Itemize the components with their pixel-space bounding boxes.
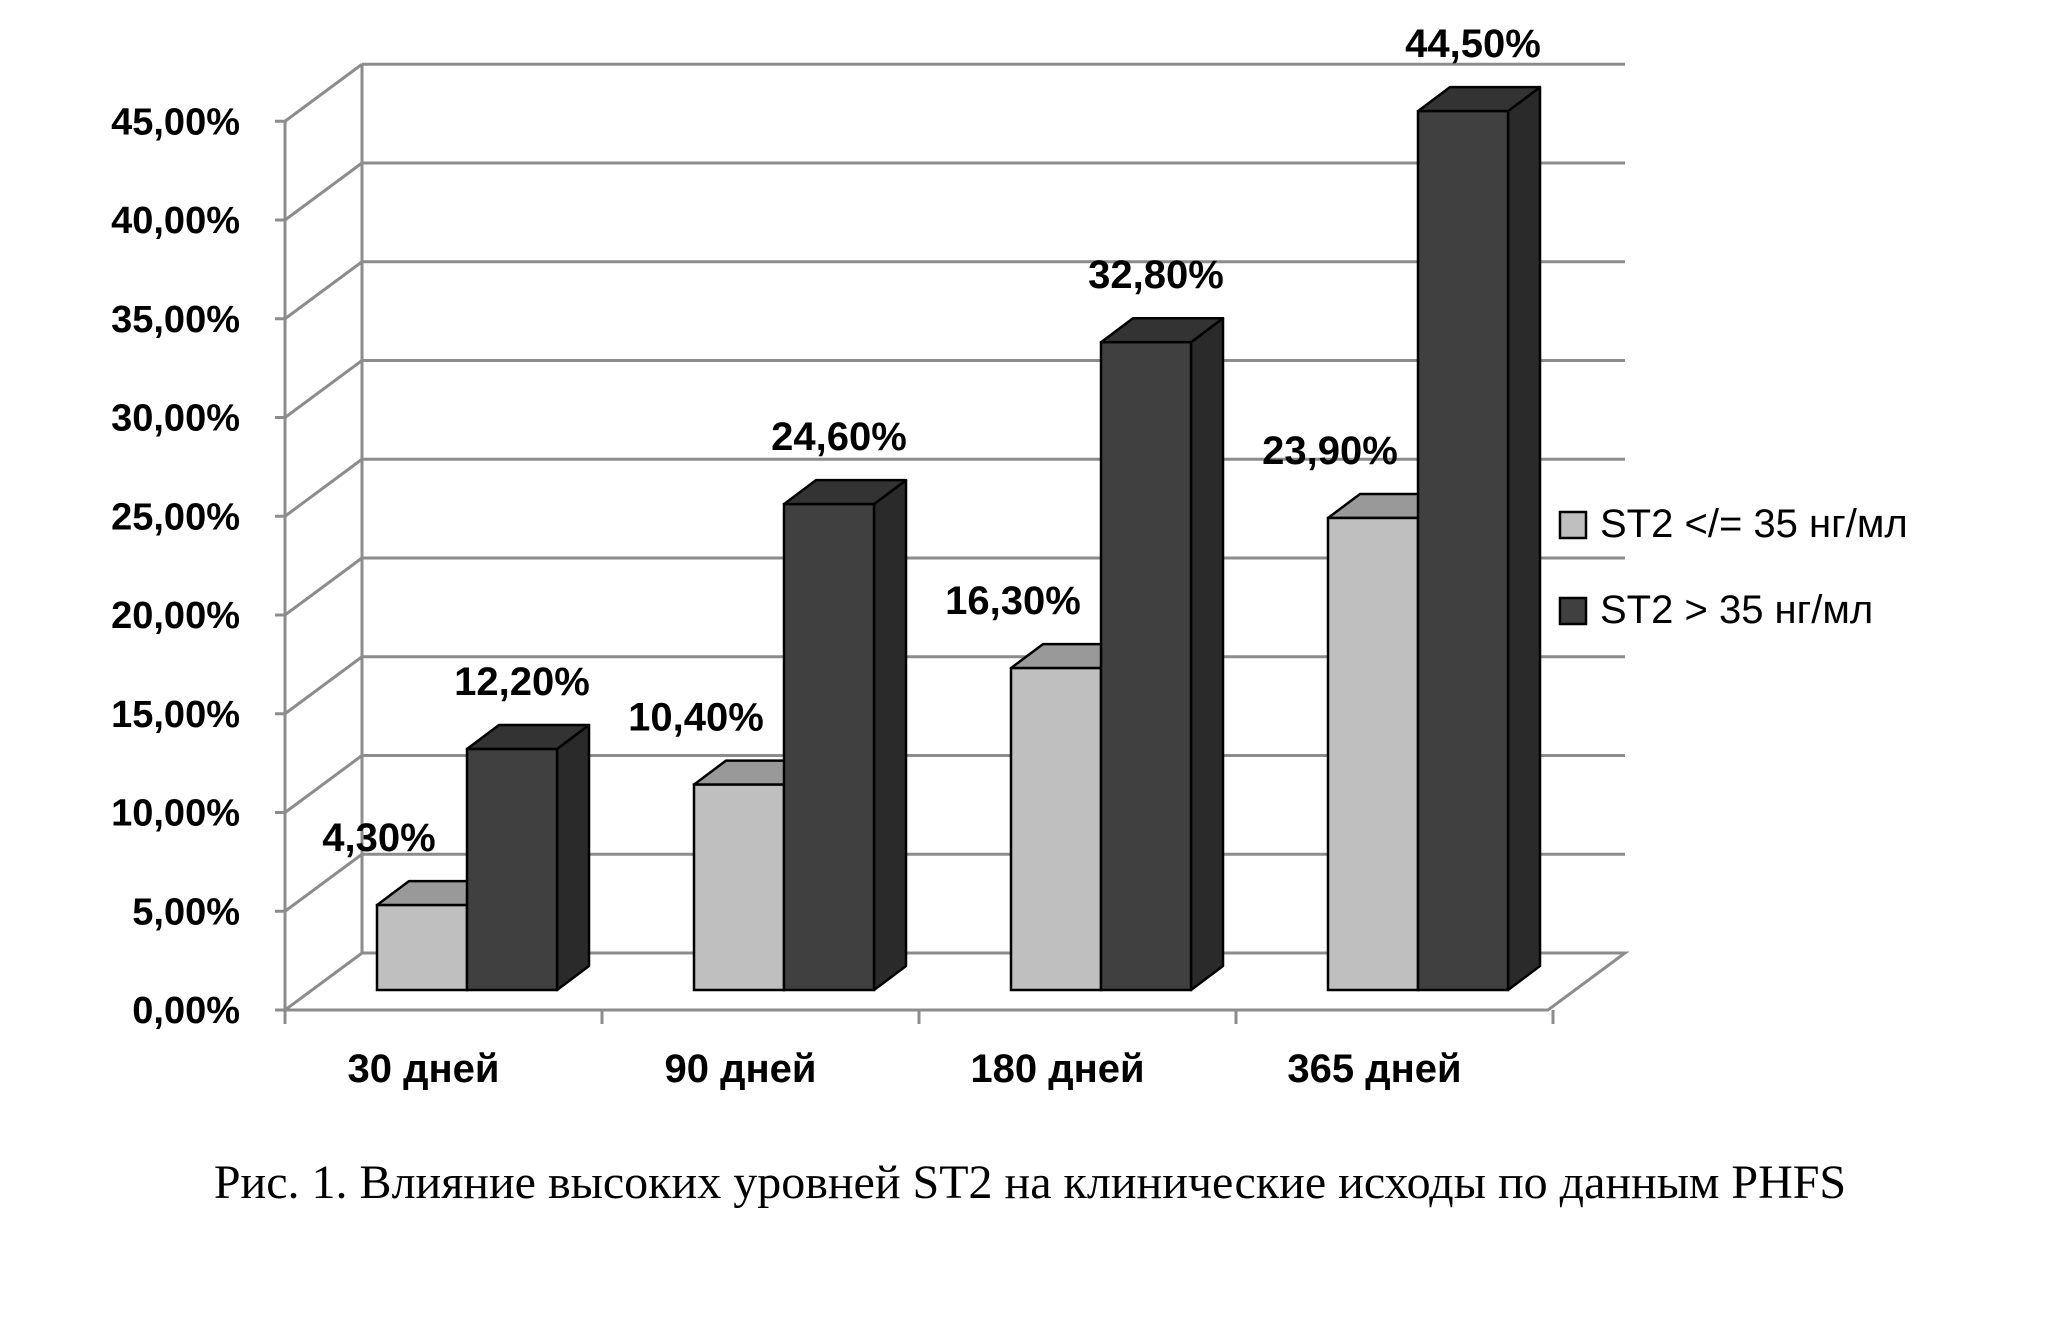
legend-swatch — [1558, 596, 1588, 626]
bar-front — [1099, 340, 1193, 992]
bar-front — [465, 747, 559, 992]
bar-side — [555, 723, 591, 992]
y-axis-tick-labels: 0,00% 5,00% 10,00% 15,00% 20,00% 25,00% 30,00%… — [111, 101, 240, 1032]
data-label: 16,30% — [945, 579, 1081, 623]
legend: ST2 </= 35 нг/мл ST2 > 35 нг/мл — [1558, 502, 1908, 632]
bar-front — [1416, 109, 1510, 992]
grid-lines — [275, 62, 1630, 1024]
y-tick-label: 25,00% — [111, 496, 240, 538]
data-label: 4,30% — [322, 816, 435, 860]
y-tick-label: 35,00% — [111, 299, 240, 341]
gridline-side — [284, 260, 363, 320]
bar-side — [1506, 85, 1542, 992]
y-tick-label: 0,00% — [132, 990, 240, 1032]
figure-caption: Рис. 1. Влияние высоких уровней ST2 на к… — [213, 1156, 1847, 1209]
bar-side — [1189, 316, 1225, 992]
data-label: 12,20% — [454, 660, 590, 704]
bar-front — [1326, 516, 1420, 992]
data-label: 44,50% — [1405, 22, 1541, 66]
bar-front — [1009, 666, 1103, 992]
bar-front — [375, 903, 469, 992]
gridline-side — [284, 63, 363, 123]
legend-label: ST2 > 35 нг/мл — [1600, 588, 1873, 632]
bar-front — [782, 502, 876, 992]
y-tick-label: 10,00% — [111, 793, 240, 835]
legend-swatch — [1558, 510, 1588, 540]
x-tick-label: 365 дней — [1287, 1047, 1461, 1091]
y-tick-label: 45,00% — [111, 101, 240, 143]
bar-front — [692, 783, 786, 992]
data-label: 10,40% — [628, 696, 764, 740]
gridline-side — [284, 458, 363, 518]
data-label: 24,60% — [771, 415, 907, 459]
gridline-side — [284, 556, 363, 617]
gridline-side — [284, 359, 363, 419]
y-tick-label: 30,00% — [111, 398, 240, 440]
gridline-side — [284, 853, 363, 913]
y-tick-label: 5,00% — [132, 891, 240, 933]
y-tick-label: 15,00% — [111, 694, 240, 736]
bar-2-1: 12,20% — [454, 660, 591, 992]
x-tick-label: 90 дней — [665, 1047, 817, 1091]
chart: 0,00% 5,00% 10,00% 15,00% 20,00% 25,00% 30,00%… — [111, 22, 1908, 1091]
bar-2-3: 32,80% — [1088, 253, 1225, 992]
bars: 4,30% 12,20% 10,40% 24,60% 16,30% 32,80% 23,90… — [322, 22, 1542, 992]
data-label: 23,90% — [1262, 429, 1398, 473]
y-tick-label: 20,00% — [111, 595, 240, 637]
legend-label: ST2 </= 35 нг/мл — [1600, 502, 1908, 546]
gridline-side — [284, 655, 363, 715]
x-tick-label: 30 дней — [348, 1047, 500, 1091]
gridline-side — [284, 161, 363, 222]
data-label: 32,80% — [1088, 253, 1224, 297]
gridline-side — [284, 754, 363, 814]
bar-2-2: 24,60% — [771, 415, 908, 992]
x-axis-tick-labels: 30 дней 90 дней 180 дней 365 дней — [348, 1047, 1462, 1091]
y-tick-label: 40,00% — [111, 200, 240, 242]
bar-2-4: 44,50% — [1405, 22, 1542, 992]
x-tick-label: 180 дней — [970, 1047, 1144, 1091]
bar-side — [872, 478, 908, 992]
